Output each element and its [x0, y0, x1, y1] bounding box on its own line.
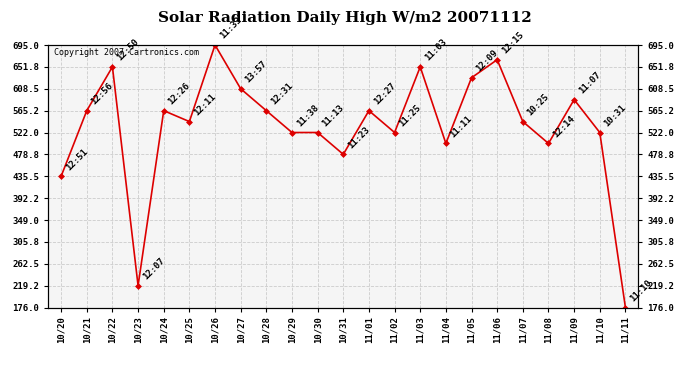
Text: Solar Radiation Daily High W/m2 20071112: Solar Radiation Daily High W/m2 20071112 — [158, 11, 532, 25]
Text: 12:31: 12:31 — [269, 81, 295, 106]
Text: 11:11: 11:11 — [448, 114, 474, 139]
Text: 11:23: 11:23 — [346, 125, 371, 150]
Text: 10:25: 10:25 — [526, 92, 551, 117]
Text: 10:31: 10:31 — [602, 103, 628, 128]
Text: 12:07: 12:07 — [141, 256, 166, 282]
Text: 12:51: 12:51 — [64, 147, 89, 172]
Text: 11:33: 11:33 — [218, 15, 243, 41]
Text: 12:14: 12:14 — [551, 114, 577, 139]
Text: 11:10: 11:10 — [628, 278, 653, 303]
Text: 11:38: 11:38 — [295, 103, 320, 128]
Text: 12:56: 12:56 — [90, 81, 115, 106]
Text: 11:07: 11:07 — [577, 70, 602, 96]
Text: 12:11: 12:11 — [192, 92, 217, 117]
Text: 11:03: 11:03 — [423, 38, 448, 63]
Text: 11:13: 11:13 — [320, 103, 346, 128]
Text: Copyright 2007 Cartronics.com: Copyright 2007 Cartronics.com — [55, 48, 199, 57]
Text: 12:09: 12:09 — [474, 48, 500, 74]
Text: 12:50: 12:50 — [115, 38, 141, 63]
Text: 13:57: 13:57 — [244, 59, 269, 85]
Text: 12:15: 12:15 — [500, 30, 525, 56]
Text: 12:27: 12:27 — [372, 81, 397, 106]
Text: 12:26: 12:26 — [166, 81, 192, 106]
Text: 11:25: 11:25 — [397, 103, 423, 128]
